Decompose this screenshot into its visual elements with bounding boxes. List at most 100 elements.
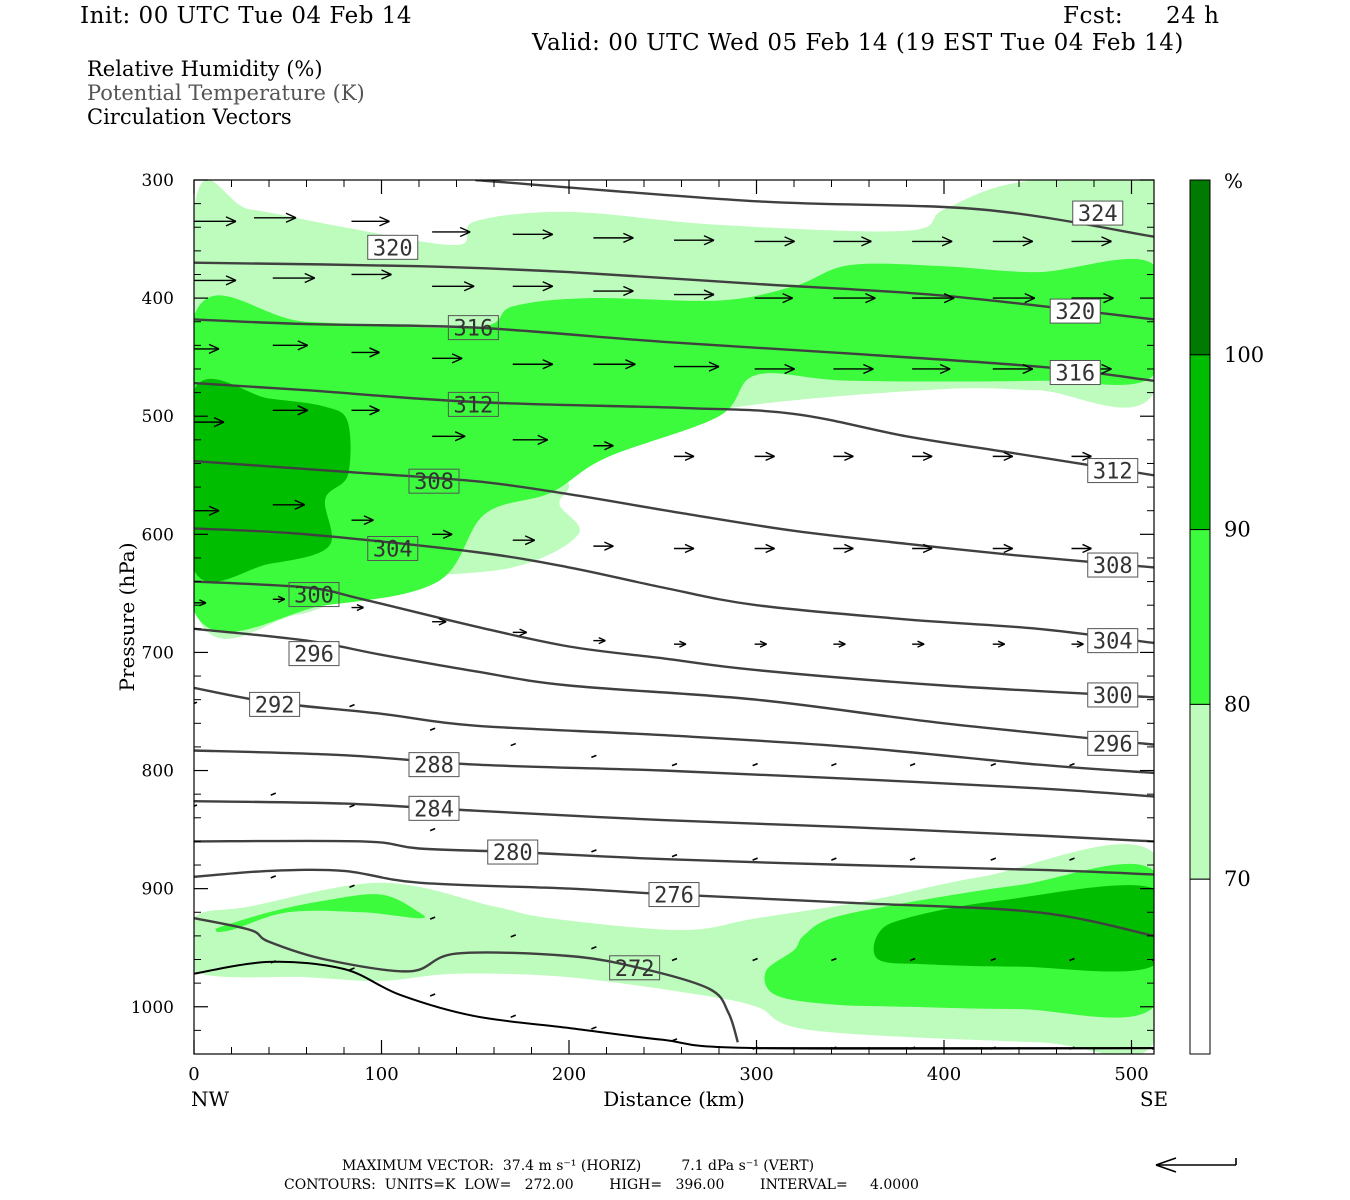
wind-vector [833, 451, 854, 462]
wind-vector [992, 640, 1006, 648]
wind-vector-small [349, 804, 355, 808]
wind-vector [512, 229, 554, 240]
svg-text:284: 284 [414, 797, 454, 822]
wind-vector [512, 628, 528, 637]
contour-label-272: 272 [609, 955, 661, 982]
wind-vector [912, 292, 955, 304]
wind-vector-small [831, 1046, 837, 1050]
svg-text:304: 304 [1093, 630, 1133, 655]
svg-text:272: 272 [615, 957, 655, 982]
wind-vector [593, 359, 636, 370]
wind-vector [593, 232, 634, 244]
wind-vector-small [671, 853, 678, 858]
y-tick-label: 700 [142, 643, 174, 663]
contour-info: CONTOURS: UNITS=K LOW= 272.00 HIGH= 396.… [284, 1177, 919, 1193]
wind-vector-small [510, 934, 517, 938]
wind-vector [754, 292, 793, 304]
contour-labels: 324 320 320 316 316 312 312 308 308 304 304 300 300 2… [249, 200, 1139, 982]
reference-vector-arrow [1155, 1157, 1237, 1173]
x-tick-label: 200 [552, 1064, 586, 1085]
contour-label-324: 324 [1072, 200, 1124, 227]
wind-vector [912, 640, 925, 648]
svg-text:288: 288 [414, 754, 454, 779]
wind-vector [1071, 640, 1084, 648]
colorbar-label: 70 [1224, 867, 1251, 891]
contour-label-312: 312 [447, 391, 499, 418]
wind-vector [254, 212, 297, 223]
wind-vector [833, 292, 876, 304]
x-tick-label: 100 [364, 1064, 398, 1085]
wind-vector [1071, 292, 1114, 304]
theta-contour-272 [194, 917, 739, 1043]
contour-label-284: 284 [408, 795, 460, 822]
svg-text:280: 280 [493, 841, 533, 866]
wind-vector-small [510, 742, 517, 747]
wind-vector [272, 405, 309, 416]
wind-vector [351, 603, 364, 612]
wind-vector [512, 535, 536, 546]
wind-vector [833, 543, 854, 554]
wind-vector [351, 216, 390, 227]
colorbar-label: 100 [1224, 343, 1264, 367]
legend-relative-humidity: Relative Humidity (%) [87, 57, 323, 81]
rh-region-70-7 [194, 925, 218, 945]
wind-vector-small [909, 857, 916, 861]
wind-vector-small [1069, 957, 1075, 962]
wind-vector-small [752, 857, 758, 861]
forecast-label: Fcst: [1063, 3, 1124, 29]
contour-label-316: 316 [447, 315, 499, 342]
theta-contour-320 [194, 261, 1154, 321]
theta-contour-324 [475, 180, 1154, 238]
wind-vector-small [349, 967, 355, 971]
y-tick-label: 1000 [131, 998, 174, 1018]
wind-vector-small [671, 762, 678, 767]
wind-vector-small [1069, 1046, 1075, 1050]
contour-label-296: 296 [1087, 730, 1139, 757]
wind-vector [272, 272, 316, 284]
wind-vector [593, 441, 614, 451]
contour-label-320: 320 [1049, 298, 1101, 325]
y-tick-label: 400 [142, 289, 174, 309]
svg-text:324: 324 [1078, 202, 1118, 227]
wind-vector [754, 543, 775, 554]
y-tick-label: 500 [142, 407, 174, 427]
wind-vector-small [990, 857, 997, 861]
svg-text:312: 312 [454, 393, 494, 418]
wind-vector [833, 236, 872, 247]
svg-text:316: 316 [454, 317, 494, 342]
contour-label-304: 304 [367, 535, 419, 562]
wind-vector-small [909, 762, 916, 767]
wind-vector [1071, 451, 1092, 462]
wind-vector-small [429, 993, 436, 997]
colorbar-segment [1189, 878, 1211, 1055]
wind-vector-small [429, 727, 436, 731]
contour-label-276: 276 [648, 882, 700, 909]
svg-text:300: 300 [294, 584, 334, 609]
wind-vector-small [671, 1038, 678, 1042]
se-end-label: SE [1140, 1087, 1168, 1111]
wind-vector-small [909, 957, 916, 962]
wind-vector [194, 216, 237, 227]
contour-label-316: 316 [1049, 360, 1101, 387]
svg-text:320: 320 [373, 236, 413, 261]
theta-contour-312 [194, 381, 1154, 477]
wind-vector [992, 363, 1034, 375]
svg-text:296: 296 [294, 643, 334, 668]
wind-vector-small [591, 1026, 597, 1030]
wind-vector [512, 359, 554, 370]
svg-text:308: 308 [1093, 554, 1133, 579]
colorbar: 100 90 80 70 [1189, 179, 1264, 1055]
relative-humidity-fill [194, 180, 1154, 1054]
wind-vector [912, 543, 933, 554]
max-vector-info: MAXIMUM VECTOR: 37.4 m s⁻¹ (HORIZ) 7.1 d… [342, 1158, 815, 1174]
theta-contour-316 [194, 318, 1154, 382]
theta-contour-288 [194, 749, 1154, 798]
wind-vector [194, 275, 237, 286]
contour-label-292: 292 [249, 691, 301, 718]
valid-time: Valid: 00 UTC Wed 05 Feb 14 (19 EST Tue … [532, 30, 1184, 56]
wind-vector [351, 269, 392, 280]
rh-region-90-6 [873, 885, 1154, 972]
y-tick-label: 800 [142, 762, 174, 782]
wind-vector [674, 235, 715, 246]
wind-vector [912, 236, 953, 247]
